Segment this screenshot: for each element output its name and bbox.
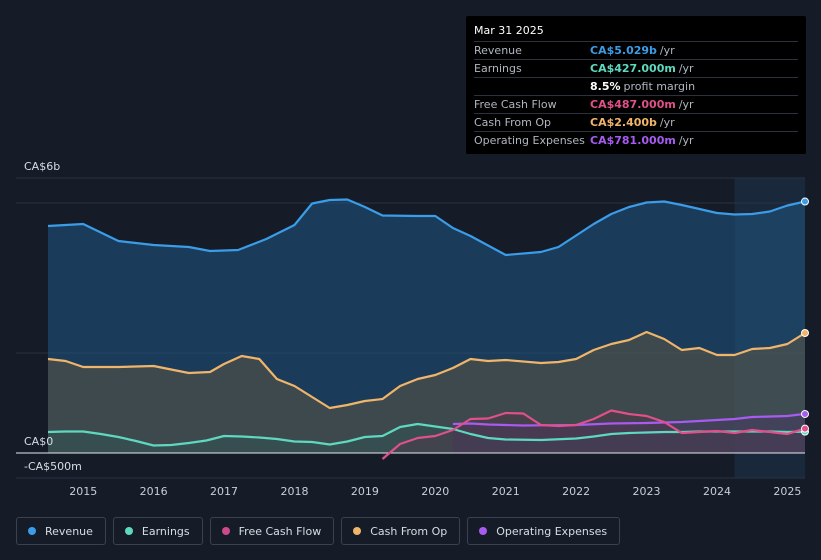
tooltip-row-label: Free Cash Flow — [474, 98, 557, 111]
tooltip-row-value: CA$487.000m — [590, 98, 676, 111]
x-tick-label: 2019 — [351, 485, 379, 498]
y-label-bottom: -CA$500m — [24, 460, 82, 473]
x-tick-label: 2015 — [69, 485, 97, 498]
x-tick-label: 2025 — [773, 485, 801, 498]
tooltip-row-unit: /yr — [678, 98, 694, 111]
legend-label: Cash From Op — [370, 524, 448, 538]
x-tick-label: 2017 — [210, 485, 238, 498]
revenue-line — [47, 198, 806, 257]
free-cash-flow-line — [381, 409, 806, 460]
legend-label: Operating Expenses — [496, 524, 608, 538]
tooltip-row-label: Cash From Op — [474, 116, 552, 129]
legend-dot-icon — [221, 527, 230, 535]
tooltip-row-value: CA$2.400b — [590, 116, 657, 129]
x-tick-label: 2021 — [492, 485, 520, 498]
x-tick-label: 2023 — [633, 485, 661, 498]
tooltip-row-label: Revenue — [474, 44, 522, 57]
cash-from-op-end-point — [801, 329, 809, 337]
x-tick-label: 2018 — [280, 485, 308, 498]
tooltip-row: Revenue CA$5.029b/yr — [474, 41, 798, 59]
x-tick-label: 2020 — [421, 485, 449, 498]
tooltip-panel: Mar 31 2025 Revenue CA$5.029b/yr Earnings C… — [466, 16, 806, 154]
tooltip-row-label: Earnings — [474, 62, 522, 75]
legend-item-cash-from-op[interactable]: Cash From Op — [341, 517, 461, 545]
legend-dot-icon — [479, 527, 488, 535]
tooltip-row-unit: /yr — [678, 134, 694, 147]
legend-dot-icon — [124, 527, 133, 535]
tooltip-row-label: Operating Expenses — [474, 134, 585, 147]
legend-dot-icon — [28, 527, 36, 535]
legend-label: Revenue — [45, 524, 93, 538]
tooltip-row-unit: /yr — [659, 44, 675, 57]
legend-item-earnings[interactable]: Earnings — [112, 517, 203, 545]
tooltip-row-value: CA$427.000m — [590, 62, 676, 75]
operating-expenses-end-point — [801, 409, 809, 418]
tooltip-row: Earnings CA$427.000m/yr — [474, 59, 798, 77]
operating-expenses-line — [452, 412, 806, 427]
tooltip-row-value: CA$5.029b — [590, 44, 657, 57]
tooltip-row: Operating Expenses CA$781.000m/yr — [474, 131, 798, 149]
legend-label: Free Cash Flow — [238, 524, 322, 538]
free-cash-flow-end-point — [801, 424, 809, 433]
x-tick-label: 2024 — [703, 485, 731, 498]
tooltip-row: Cash From Op CA$2.400b/yr — [474, 113, 798, 131]
free-cash-flow-area — [382, 410, 805, 459]
tooltip-row: Free Cash Flow CA$487.000m/yr — [474, 95, 798, 113]
legend: Revenue Earnings Free Cash Flow Cash From O… — [16, 517, 621, 545]
cash-from-op-line — [47, 330, 806, 410]
tooltip-row-value: CA$781.000m — [590, 134, 676, 147]
revenue-end-point — [801, 197, 809, 206]
legend-item-revenue[interactable]: Revenue — [16, 517, 106, 545]
revenue-area — [48, 199, 805, 453]
legend-item-operating-expenses[interactable]: Operating Expenses — [467, 517, 621, 545]
legend-dot-icon — [353, 527, 362, 535]
x-tick-label: 2016 — [140, 485, 168, 498]
x-tick-label: 2022 — [562, 485, 590, 498]
tooltip-date: Mar 31 2025 — [474, 24, 544, 37]
tooltip-row-unit: profit margin — [623, 80, 696, 93]
legend-label: Earnings — [141, 524, 190, 538]
tooltip-row-unit: /yr — [678, 62, 694, 75]
tooltip-row-value: 8.5% — [590, 80, 621, 93]
tooltip-row: 8.5% profit margin — [474, 77, 798, 95]
y-label-top: CA$6b — [24, 160, 60, 173]
earnings-area — [48, 424, 805, 453]
tooltip-row-unit: /yr — [659, 116, 675, 129]
y-label-zero: CA$0 — [24, 435, 53, 448]
legend-item-free-cash-flow[interactable]: Free Cash Flow — [209, 517, 335, 545]
